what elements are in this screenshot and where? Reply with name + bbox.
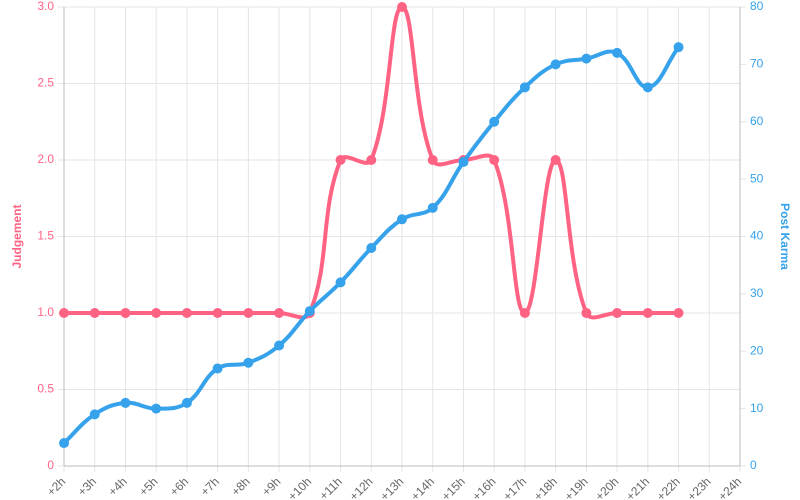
- x-tick-label: +19h: [562, 474, 591, 500]
- data-point: [274, 340, 285, 351]
- y2-axis-title: Post Karma: [778, 203, 792, 270]
- x-tick-label: +3h: [75, 474, 99, 498]
- data-point: [550, 155, 561, 165]
- x-tick-label: +13h: [377, 474, 406, 500]
- data-point: [89, 308, 100, 318]
- data-point: [212, 308, 223, 318]
- data-point: [181, 397, 192, 408]
- y2-tick-label: 40: [750, 229, 764, 243]
- x-tick-label: +23h: [685, 474, 714, 500]
- x-tick-label: +21h: [623, 474, 652, 500]
- y2-tick-label: 20: [750, 343, 764, 357]
- y-tick-label: 2.0: [37, 152, 54, 166]
- y2-tick-label: 10: [750, 401, 764, 415]
- x-tick-label: +12h: [347, 474, 376, 500]
- x-tick-label: +2h: [44, 474, 68, 498]
- x-tick-label: +16h: [470, 474, 499, 500]
- data-point: [489, 116, 500, 127]
- data-point: [612, 308, 623, 318]
- data-point: [642, 308, 653, 318]
- y-tick-label: 0: [47, 458, 54, 472]
- data-point: [304, 306, 315, 317]
- data-point: [397, 2, 407, 12]
- x-tick-label: +14h: [408, 474, 437, 500]
- x-tick-label: +15h: [439, 474, 468, 500]
- x-tick-label: +8h: [228, 474, 252, 498]
- x-tick-label: +24h: [715, 474, 744, 500]
- data-point: [519, 82, 530, 93]
- y-tick-label: 2.5: [37, 76, 54, 90]
- y-tick-label: 1.0: [37, 305, 54, 319]
- y2-tick-label: 70: [750, 57, 764, 71]
- x-tick-label: +4h: [106, 474, 130, 498]
- x-tick-label: +20h: [592, 474, 621, 500]
- data-point: [550, 59, 561, 70]
- data-point: [59, 438, 69, 449]
- data-point: [427, 155, 438, 165]
- data-point: [335, 155, 346, 165]
- data-point: [120, 308, 131, 318]
- data-point: [59, 308, 69, 318]
- x-tick-label: +17h: [500, 474, 529, 500]
- data-point: [274, 308, 285, 318]
- data-point: [642, 82, 653, 93]
- data-point: [181, 308, 192, 318]
- y-axis-title: Judgement: [10, 204, 24, 268]
- y2-tick-label: 50: [750, 171, 764, 185]
- data-point: [427, 202, 438, 213]
- data-point: [673, 308, 684, 318]
- y-tick-label: 1.5: [37, 229, 54, 243]
- data-point: [366, 155, 377, 165]
- y-tick-label: 0.5: [37, 382, 54, 396]
- x-tick-label: +7h: [198, 474, 222, 498]
- data-point: [120, 397, 131, 408]
- data-point: [581, 53, 592, 64]
- data-point: [581, 308, 592, 318]
- y2-tick-label: 0: [750, 458, 757, 472]
- x-tick-label: +5h: [136, 474, 160, 498]
- data-point: [151, 403, 162, 414]
- data-point: [243, 308, 254, 318]
- x-tick-label: +22h: [654, 474, 683, 500]
- data-point: [243, 357, 254, 368]
- data-point: [673, 42, 684, 53]
- data-point: [89, 409, 100, 420]
- x-tick-label: +11h: [317, 474, 345, 500]
- y-tick-label: 3.0: [37, 0, 54, 13]
- data-point: [489, 155, 500, 165]
- data-point: [397, 214, 407, 225]
- y2-tick-label: 80: [750, 0, 764, 13]
- data-point: [335, 277, 346, 288]
- data-point: [151, 308, 162, 318]
- data-point: [212, 363, 223, 374]
- y2-tick-label: 60: [750, 114, 764, 128]
- data-point: [612, 47, 623, 58]
- data-point: [458, 156, 469, 167]
- x-tick-label: +18h: [531, 474, 560, 500]
- data-point: [366, 242, 377, 253]
- x-tick-label: +10h: [285, 474, 314, 500]
- data-point: [519, 308, 530, 318]
- x-tick-label: +9h: [259, 474, 283, 498]
- x-tick-label: +6h: [167, 474, 191, 498]
- y2-tick-label: 30: [750, 286, 764, 300]
